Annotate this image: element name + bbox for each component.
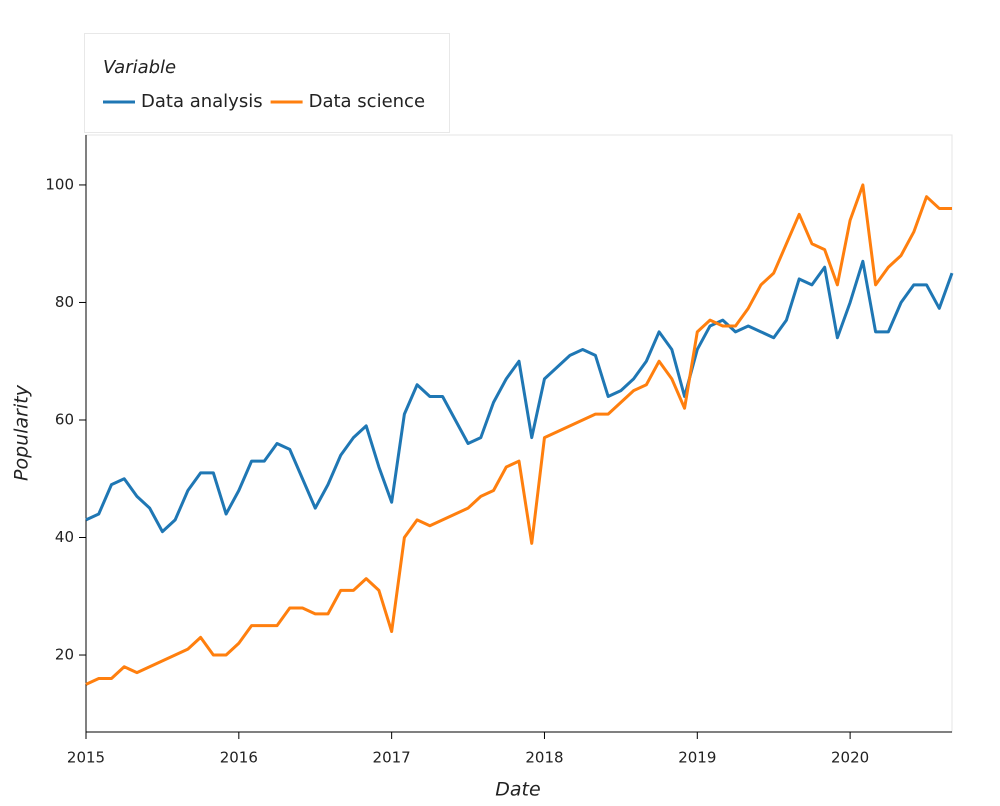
y-tick-label: 100 (45, 175, 74, 193)
legend-title: Variable (103, 57, 176, 78)
x-tick-label: 2019 (678, 749, 716, 767)
data-line (85, 183, 952, 686)
x-tick-label: 2015 (67, 749, 105, 767)
y-tick-label: 20 (55, 646, 74, 664)
legend-box (84, 33, 450, 133)
x-tick-label: 2018 (525, 749, 563, 767)
plot-frame (85, 134, 953, 733)
y-tick-label: 80 (55, 293, 74, 311)
x-tick-label: 2020 (831, 749, 869, 767)
x-tick-label: 2017 (373, 749, 411, 767)
x-tick-label: 2016 (220, 749, 258, 767)
y-tick-label: 40 (55, 528, 74, 546)
x-axis-label: Date (495, 779, 540, 801)
data-line (85, 259, 954, 534)
legend-label: Data analysis (141, 91, 263, 112)
legend-label: Data science (309, 91, 425, 112)
y-axis-label: Popularity (11, 384, 33, 481)
y-tick-label: 60 (55, 410, 74, 428)
